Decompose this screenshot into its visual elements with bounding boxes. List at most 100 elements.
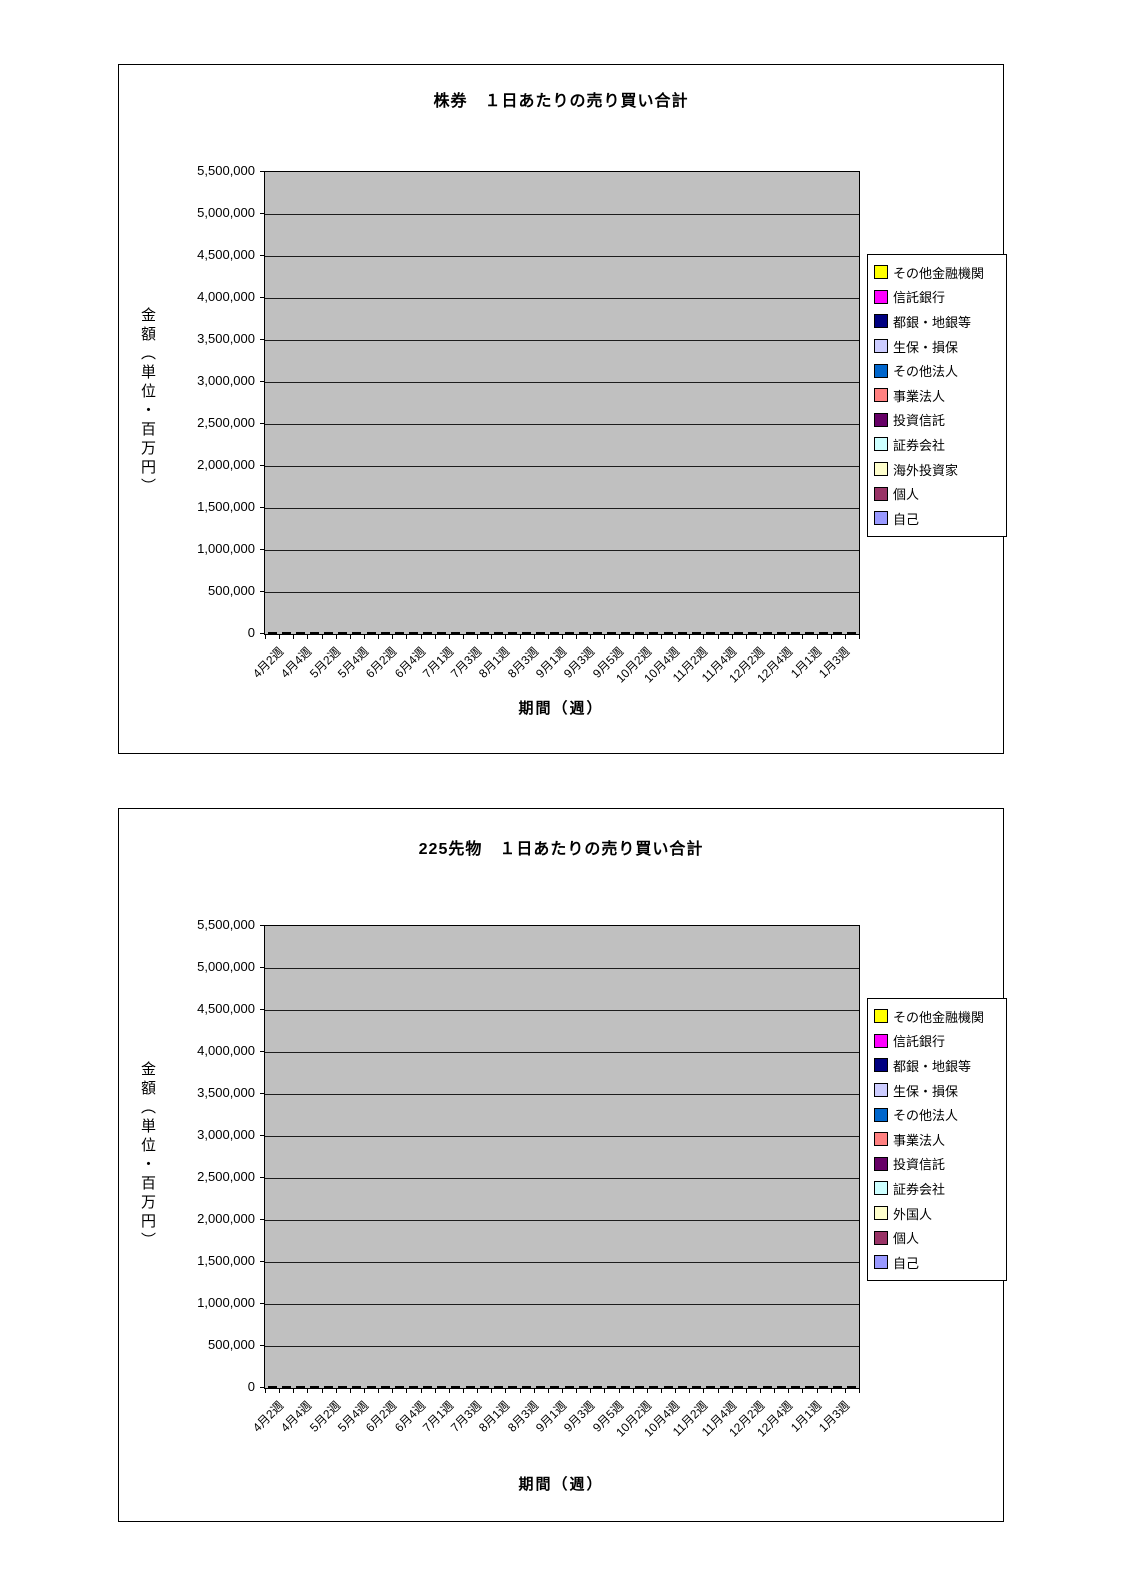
y-axis-tick-label: 5,000,000	[197, 959, 255, 974]
legend-swatch-icon	[874, 1009, 888, 1024]
bar-segment-その他金融機関	[352, 632, 361, 634]
gridline	[265, 256, 859, 257]
legend-label: その他法人	[893, 364, 959, 380]
legend-swatch-icon	[874, 339, 888, 354]
legend-item: 投資信託	[871, 408, 1003, 433]
legend-label: 個人	[893, 1231, 920, 1247]
legend-item: 海外投資家	[871, 457, 1003, 482]
y-axis-tick-mark	[260, 381, 265, 382]
legend-swatch-icon	[874, 511, 888, 526]
gridline	[265, 1304, 859, 1305]
x-axis-tick-label: 1月1週	[787, 1398, 825, 1435]
bar-segment-その他金融機関	[748, 1386, 757, 1388]
y-axis-tick-mark	[260, 423, 265, 424]
bar-segment-その他金融機関	[565, 632, 574, 634]
x-axis-tick-mark	[689, 634, 690, 639]
bar-segment-その他金融機関	[847, 1386, 856, 1388]
legend-item: その他金融機関	[871, 260, 1003, 285]
x-axis-tick-mark	[703, 1388, 704, 1393]
bar-segment-その他金融機関	[763, 1386, 772, 1388]
bar-segment-その他金融機関	[494, 632, 503, 634]
y-axis-tick-mark	[260, 339, 265, 340]
x-axis-tick-mark	[703, 634, 704, 639]
legend-item: 自己	[871, 1250, 1003, 1275]
bar-segment-その他金融機関	[748, 632, 757, 634]
legend-label: 個人	[893, 487, 920, 503]
legend-item: その他金融機関	[871, 1004, 1003, 1029]
y-axis-tick-label: 1,000,000	[197, 541, 255, 556]
y-axis-tick-mark	[260, 1303, 265, 1304]
bar-segment-その他金融機関	[466, 632, 475, 634]
legend-item: 個人	[871, 1225, 1003, 1250]
y-axis-tick-label: 4,500,000	[197, 247, 255, 262]
bar-segment-その他金融機関	[296, 632, 305, 634]
x-axis-tick-label: 8月1週	[475, 1398, 513, 1435]
legend-label: 証券会社	[893, 1181, 946, 1197]
y-axis-tick-label: 3,500,000	[197, 331, 255, 346]
x-axis-tick-mark	[548, 1388, 549, 1393]
bar-segment-その他金融機関	[720, 632, 729, 634]
bar-segment-その他金融機関	[508, 632, 517, 634]
y-axis-tick-mark	[260, 1051, 265, 1052]
bar-segment-その他金融機関	[791, 632, 800, 634]
legend-label: その他金融機関	[893, 1009, 985, 1025]
legend-swatch-icon	[874, 1230, 888, 1245]
legend-swatch-icon	[874, 1033, 888, 1048]
y-axis-tick-label: 500,000	[208, 1337, 255, 1352]
plot-area	[264, 171, 860, 639]
x-axis-tick-mark	[576, 634, 577, 639]
x-axis-tick-mark	[562, 1388, 563, 1393]
bar-segment-その他金融機関	[324, 1386, 333, 1388]
bar-segment-その他金融機関	[324, 632, 333, 634]
bar-segment-その他金融機関	[664, 1386, 673, 1388]
y-axis-tick-mark	[260, 255, 265, 256]
x-axis-tick-mark	[322, 634, 323, 639]
legend-label: 投資信託	[893, 413, 946, 429]
bar-segment-その他金融機関	[296, 1386, 305, 1388]
y-axis-tick-mark	[260, 1345, 265, 1346]
gridline	[265, 968, 859, 969]
legend-item: 事業法人	[871, 383, 1003, 408]
legend-swatch-icon	[874, 314, 888, 329]
x-axis-tick-label: 4月4週	[277, 1398, 315, 1435]
legend-label: その他金融機関	[893, 265, 985, 281]
x-axis-tick-mark	[392, 634, 393, 639]
bar-segment-その他金融機関	[635, 1386, 644, 1388]
x-axis-tick-label: 7月1週	[419, 1398, 457, 1435]
bar-segment-その他金融機関	[536, 632, 545, 634]
legend-label: その他法人	[893, 1108, 959, 1124]
y-axis-tick-mark	[260, 507, 265, 508]
legend-swatch-icon	[874, 1107, 888, 1122]
legend-label: 生保・損保	[893, 339, 959, 355]
x-axis-tick-mark	[802, 634, 803, 639]
gridline	[265, 1220, 859, 1221]
x-axis-tick-mark	[350, 634, 351, 639]
x-axis-tick-mark	[760, 1388, 761, 1393]
legend-swatch-icon	[874, 1132, 888, 1147]
bar-segment-その他金融機関	[409, 1386, 418, 1388]
bar-segment-その他金融機関	[522, 632, 531, 634]
legend-label: 信託銀行	[893, 290, 946, 306]
bar-segment-その他金融機関	[706, 1386, 715, 1388]
x-axis-tick-mark	[604, 634, 605, 639]
x-axis-tick-mark	[845, 1388, 846, 1393]
bar-segment-その他金融機関	[706, 632, 715, 634]
bar-segment-その他金融機関	[268, 632, 277, 634]
bar-segment-その他金融機関	[607, 1386, 616, 1388]
x-axis-tick-mark	[788, 634, 789, 639]
x-axis-tick-mark	[619, 1388, 620, 1393]
chart-title: 株券 １日あたりの売り買い合計	[433, 93, 689, 110]
x-axis-tick-mark	[633, 1388, 634, 1393]
x-axis-tick-mark	[534, 634, 535, 639]
x-axis-tick-mark	[562, 634, 563, 639]
legend-item: 信託銀行	[871, 1029, 1003, 1054]
bar-segment-その他金融機関	[833, 632, 842, 634]
bar-segment-その他金融機関	[310, 1386, 319, 1388]
bar-segment-その他金融機関	[367, 632, 376, 634]
bar-segment-その他金融機関	[423, 1386, 432, 1388]
y-axis-tick-mark	[260, 171, 265, 172]
gridline	[265, 550, 859, 551]
x-axis-tick-mark	[364, 634, 365, 639]
gridline	[265, 466, 859, 467]
